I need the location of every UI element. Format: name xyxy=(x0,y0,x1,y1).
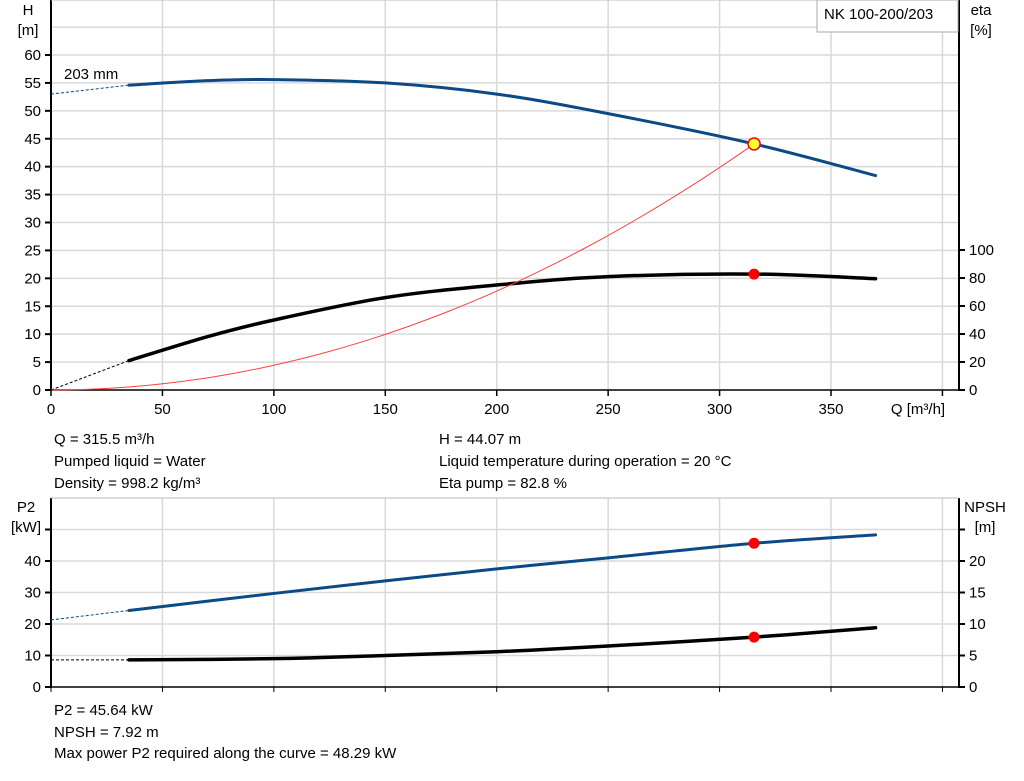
y-axis-label: P2 xyxy=(17,499,35,516)
info-temp: Liquid temperature during operation = 20… xyxy=(439,453,732,470)
y-tick-label: 5 xyxy=(33,354,41,371)
impeller-diameter-label: 203 mm xyxy=(64,66,118,83)
h-curve xyxy=(127,77,878,178)
y-tick-label: 20 xyxy=(24,616,41,633)
y-axis-label: [kW] xyxy=(11,519,41,536)
y-tick-label: 45 xyxy=(24,131,41,148)
y2-tick-label: 5 xyxy=(969,648,977,665)
y2-tick-label: 20 xyxy=(969,354,986,371)
y-tick-label: 0 xyxy=(33,679,41,696)
p2-curve xyxy=(127,533,878,612)
y2-axis-label: [m] xyxy=(975,519,996,536)
y2-tick-label: 0 xyxy=(969,679,977,696)
y-tick-label: 0 xyxy=(33,382,41,399)
y2-tick-label: 0 xyxy=(969,382,977,399)
info-eta: Eta pump = 82.8 % xyxy=(439,475,567,492)
y-tick-label: 50 xyxy=(24,103,41,120)
x-axis-label: Q [m³/h] xyxy=(891,401,945,418)
y2-tick-label: 80 xyxy=(969,270,986,287)
h-duty-point xyxy=(747,137,761,151)
y-tick-label: 10 xyxy=(24,326,41,343)
eta-curve-extrapolated xyxy=(50,360,130,391)
info-p2: P2 = 45.64 kW xyxy=(54,702,153,719)
npsh-duty-point xyxy=(748,631,760,643)
chart-title: NK 100-200/203 xyxy=(824,6,933,23)
h-curve-extrapolated xyxy=(50,84,130,95)
info-q: Q = 315.5 m³/h xyxy=(54,431,155,448)
y-axis-label: H xyxy=(23,2,34,19)
y-tick-label: 60 xyxy=(24,47,41,64)
x-tick-label: 50 xyxy=(154,401,171,418)
y2-axis-label: eta xyxy=(971,2,993,19)
y2-tick-label: 15 xyxy=(969,585,986,602)
p2-duty-point xyxy=(748,537,760,549)
system-curve xyxy=(50,143,755,391)
x-tick-label: 100 xyxy=(261,401,286,418)
info-h: H = 44.07 m xyxy=(439,431,522,448)
p2-curve-extrapolated xyxy=(50,609,130,621)
y-tick-label: 20 xyxy=(24,270,41,287)
y-tick-label: 55 xyxy=(24,75,41,92)
x-tick-label: 300 xyxy=(707,401,732,418)
title-box xyxy=(816,0,959,33)
x-tick-label: 0 xyxy=(47,401,55,418)
x-tick-label: 200 xyxy=(484,401,509,418)
info-npsh: NPSH = 7.92 m xyxy=(54,724,159,741)
y2-axis-label: NPSH xyxy=(964,499,1006,516)
y-tick-label: 40 xyxy=(24,553,41,570)
y-axis-label: [m] xyxy=(18,22,39,39)
y-tick-label: 40 xyxy=(24,159,41,176)
x-tick-label: 250 xyxy=(596,401,621,418)
info-liquid: Pumped liquid = Water xyxy=(54,453,206,470)
y2-tick-label: 20 xyxy=(969,553,986,570)
eta-curve xyxy=(127,272,878,363)
y2-tick-label: 60 xyxy=(969,298,986,315)
y2-tick-label: 100 xyxy=(969,242,994,259)
y-tick-label: 30 xyxy=(24,585,41,602)
y-tick-label: 10 xyxy=(24,648,41,665)
x-tick-label: 150 xyxy=(373,401,398,418)
y2-tick-label: 10 xyxy=(969,616,986,633)
y2-tick-label: 40 xyxy=(969,326,986,343)
y-tick-label: 30 xyxy=(24,215,41,232)
y-tick-label: 25 xyxy=(24,242,41,259)
y-tick-label: 15 xyxy=(24,298,41,315)
info-max-power: Max power P2 required along the curve = … xyxy=(54,745,397,762)
y-tick-label: 35 xyxy=(24,187,41,204)
info-density: Density = 998.2 kg/m³ xyxy=(54,475,201,492)
eta-duty-point xyxy=(748,268,760,280)
y2-axis-label: [%] xyxy=(970,22,992,39)
x-tick-label: 350 xyxy=(818,401,843,418)
